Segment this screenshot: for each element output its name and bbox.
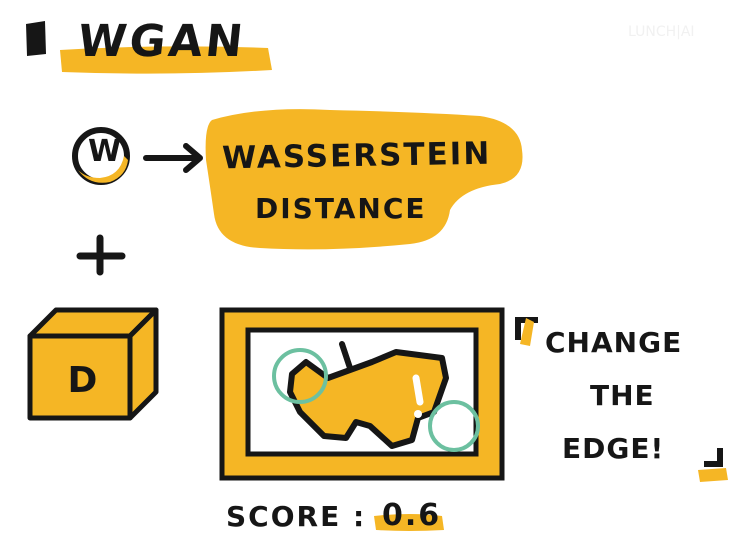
score-separator: : bbox=[352, 500, 367, 533]
quote-open-highlight bbox=[520, 318, 534, 346]
title-highlight bbox=[60, 46, 272, 74]
discriminator-box bbox=[27, 307, 159, 421]
w-critic-shadow bbox=[78, 156, 128, 183]
score-underline bbox=[374, 514, 444, 531]
title-bullet bbox=[26, 21, 46, 56]
page-title: WGAN bbox=[75, 16, 249, 67]
score-value: 0.6 bbox=[382, 498, 442, 533]
score-label-text: SCORE bbox=[226, 500, 342, 533]
wasserstein-label-line2: DISTANCE bbox=[255, 192, 427, 225]
quote-line1: CHANGE bbox=[545, 326, 683, 359]
quote-close-bracket bbox=[704, 448, 723, 467]
plus-symbol-text: + bbox=[86, 228, 88, 229]
quote-line2: THE bbox=[590, 379, 655, 412]
plus-icon bbox=[76, 234, 126, 276]
quote-line3: EDGE! bbox=[562, 432, 665, 465]
score-label: SCORE : bbox=[226, 500, 366, 533]
generated-shape bbox=[287, 341, 449, 449]
arrow-icon bbox=[143, 143, 203, 173]
quote-open-bracket bbox=[515, 317, 538, 340]
discriminator-symbol: D bbox=[67, 360, 99, 401]
wasserstein-blob bbox=[205, 109, 523, 250]
watermark-logo: lunch|AI bbox=[628, 24, 695, 40]
edge-circle-right bbox=[428, 400, 480, 452]
critic-symbol: W bbox=[87, 134, 123, 169]
quote-close-highlight bbox=[698, 468, 728, 482]
edge-circle-left bbox=[272, 348, 328, 404]
wasserstein-label-line1: WASSERSTEIN bbox=[221, 135, 492, 177]
